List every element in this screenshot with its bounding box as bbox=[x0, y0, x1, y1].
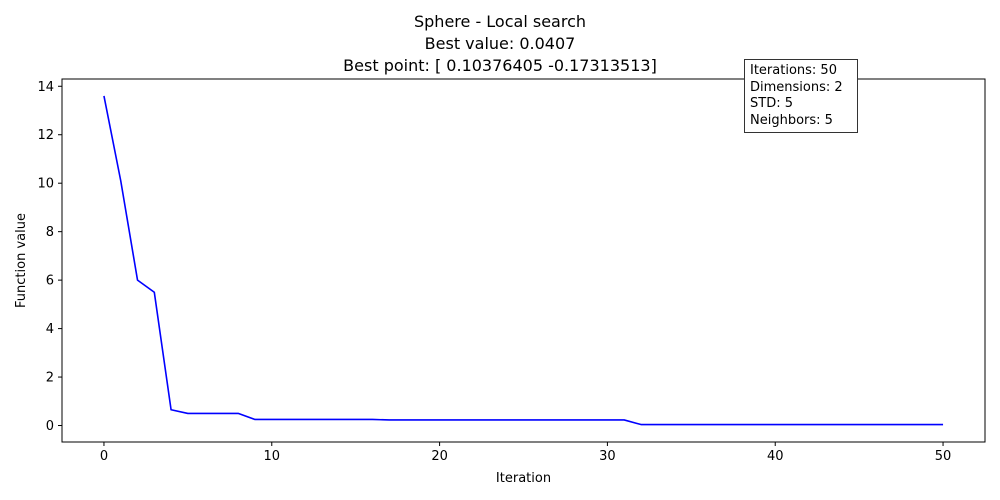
y-tick-label: 10 bbox=[37, 177, 54, 192]
x-tick-label: 40 bbox=[767, 449, 784, 464]
x-tick-label: 50 bbox=[935, 449, 952, 464]
plot-area: 0 10 20 30 40 50 0 2 4 6 8 10 12 14 bbox=[37, 78, 986, 464]
iterations-text: Iterations: 50 bbox=[750, 63, 837, 78]
chart-title-line-3: Best point: [ 0.10376405 -0.17313513] bbox=[343, 56, 657, 75]
y-tick-label: 4 bbox=[46, 322, 54, 337]
series-line-0 bbox=[103, 95, 944, 426]
dimensions-text: Dimensions: 2 bbox=[750, 79, 843, 95]
y-tick-label: 12 bbox=[37, 128, 54, 143]
y-tick-label: 0 bbox=[46, 419, 54, 434]
y-tick-label: 14 bbox=[37, 80, 54, 95]
chart-title-line-1: Sphere - Local search bbox=[413, 12, 586, 31]
y-axis-label: Function value bbox=[14, 213, 29, 308]
x-tick-label: 30 bbox=[599, 449, 616, 464]
x-axis-label: Iteration bbox=[496, 471, 551, 486]
plot-frame bbox=[61, 78, 986, 443]
x-tick-label: 0 bbox=[100, 449, 108, 464]
y-tick-label: 2 bbox=[46, 371, 54, 386]
neighbors-text: Neighbors: 5 bbox=[750, 112, 833, 128]
x-tick-label: 20 bbox=[431, 449, 448, 464]
y-tick-label: 6 bbox=[46, 274, 54, 289]
x-tick-label: 10 bbox=[263, 449, 280, 464]
std-text: STD: 5 bbox=[750, 96, 793, 111]
parameters-box: Iterations: 50 Dimensions: 2 STD: 5 Neig… bbox=[744, 59, 858, 133]
chart-title-line-2: Best value: 0.0407 bbox=[424, 34, 576, 53]
y-tick-label: 8 bbox=[46, 225, 54, 240]
